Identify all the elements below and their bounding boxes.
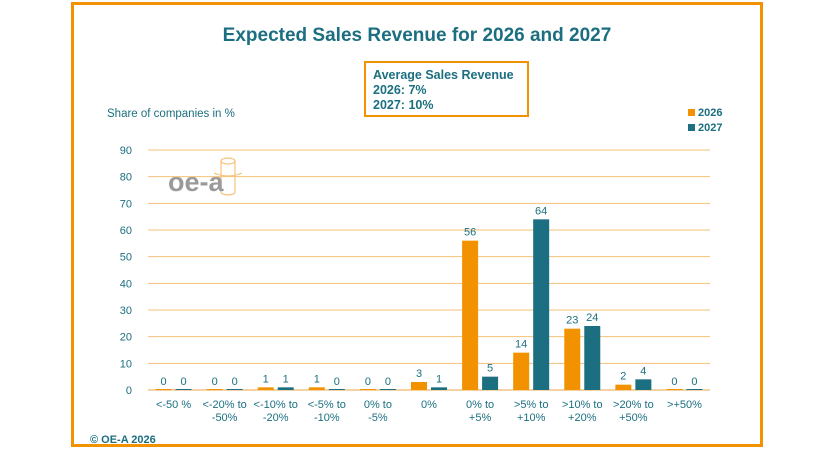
y-tick-label: 80 bbox=[120, 172, 132, 184]
legend-swatch-2026 bbox=[688, 109, 695, 116]
gridlines bbox=[148, 149, 710, 391]
bar-2027-10 bbox=[686, 389, 703, 390]
bar-2027-9 bbox=[635, 379, 652, 390]
bar-2026-0 bbox=[155, 389, 172, 390]
bar-2027-5 bbox=[431, 387, 447, 390]
legend-label-2026: 2026 bbox=[698, 106, 723, 119]
bar-2027-1 bbox=[226, 389, 243, 390]
data-label-2027-9: 4 bbox=[640, 365, 646, 377]
legend-item-2026: 2026 bbox=[688, 105, 722, 120]
x-tick-labels: <-50 % <-20% to -50% <-10% to -20% <-5% to -10… bbox=[156, 399, 702, 424]
data-label-2027-5: 1 bbox=[436, 373, 442, 385]
bar-2027-6 bbox=[482, 376, 499, 390]
legend-item-2027: 2027 bbox=[688, 120, 722, 135]
data-label-2026-6: 56 bbox=[464, 227, 476, 239]
bar-2027-2 bbox=[277, 387, 294, 390]
data-label-2026-3: 1 bbox=[314, 373, 320, 385]
x-tick-label-1: <-20% to -50% bbox=[202, 399, 246, 424]
data-label-2027-3: 0 bbox=[334, 376, 340, 388]
copyright-notice: © OE-A 2026 bbox=[90, 434, 156, 446]
data-label-2026-0: 0 bbox=[160, 376, 166, 388]
y-tick-label: 0 bbox=[126, 385, 132, 397]
x-tick-label-3: <-5% to -10% bbox=[308, 399, 346, 424]
data-label-2027-7: 64 bbox=[535, 205, 547, 217]
bar-2027-4 bbox=[379, 389, 396, 390]
bar-2026-1 bbox=[206, 389, 223, 390]
data-label-2026-4: 0 bbox=[365, 376, 371, 388]
data-label-2027-8: 24 bbox=[586, 312, 598, 324]
data-label-2027-2: 1 bbox=[283, 373, 289, 385]
legend-label-2027: 2027 bbox=[698, 121, 723, 134]
bar-2026-2 bbox=[257, 387, 274, 390]
bar-2026-3 bbox=[308, 387, 325, 390]
x-tick-label-8: >10% to +20% bbox=[562, 399, 603, 424]
y-tick-label: 30 bbox=[120, 305, 132, 317]
y-axis-label: Share of companies in % bbox=[107, 108, 235, 120]
bar-2026-8 bbox=[564, 328, 581, 390]
data-label-2026-9: 2 bbox=[620, 371, 626, 383]
x-tick-label-4: 0% to -5% bbox=[364, 399, 392, 424]
chart-frame: Expected Sales Revenue for 2026 and 2027… bbox=[71, 2, 763, 447]
data-label-2026-5: 3 bbox=[416, 368, 422, 380]
legend: 2026 2027 bbox=[688, 105, 722, 135]
y-tick-label: 70 bbox=[120, 198, 132, 210]
x-tick-label-7: >5% to +10% bbox=[514, 399, 549, 424]
data-label-2026-1: 0 bbox=[212, 376, 218, 388]
bar-2026-7 bbox=[513, 352, 530, 390]
bar-2027-0 bbox=[175, 389, 192, 390]
bar-2027-3 bbox=[328, 389, 345, 390]
bar-2026-5 bbox=[411, 382, 427, 390]
data-label-2027-1: 0 bbox=[232, 376, 238, 388]
bar-2027-7 bbox=[533, 219, 550, 390]
legend-swatch-2027 bbox=[688, 124, 695, 131]
y-tick-label: 60 bbox=[120, 225, 132, 237]
x-tick-label-10: >+50% bbox=[667, 399, 702, 411]
x-tick-label-2: <-10% to -20% bbox=[254, 399, 298, 424]
bar-2026-4 bbox=[359, 389, 376, 390]
y-tick-label: 10 bbox=[120, 358, 132, 370]
oe-a-logo: oe-a bbox=[168, 157, 243, 197]
y-tick-label: 50 bbox=[120, 252, 132, 264]
average-box-2027: 2027: 10% bbox=[373, 98, 434, 112]
x-tick-label-0: <-50 % bbox=[156, 399, 191, 411]
bar-2026-9 bbox=[615, 384, 632, 390]
bar-2026-6 bbox=[462, 240, 479, 390]
y-tick-label: 90 bbox=[120, 145, 132, 157]
y-tick-label: 20 bbox=[120, 332, 132, 344]
y-tick-label: 40 bbox=[120, 278, 132, 290]
bars bbox=[155, 219, 703, 390]
y-tick-labels: 0 10 20 30 40 50 60 70 80 90 bbox=[120, 145, 132, 397]
data-label-2026-7: 14 bbox=[515, 339, 527, 351]
chart-title: Expected Sales Revenue for 2026 and 2027 bbox=[222, 25, 612, 46]
data-label-2026-2: 1 bbox=[263, 373, 269, 385]
average-revenue-box: Average Sales Revenue 2026: 7% 2027: 10% bbox=[364, 61, 529, 117]
bar-2027-8 bbox=[584, 326, 601, 390]
average-box-heading: Average Sales Revenue bbox=[373, 68, 514, 82]
data-label-2026-8: 23 bbox=[566, 315, 578, 327]
data-label-2027-6: 5 bbox=[487, 363, 493, 375]
logo-text: oe-a bbox=[168, 167, 225, 197]
data-label-2026-10: 0 bbox=[671, 376, 677, 388]
x-tick-label-5: 0% bbox=[421, 399, 437, 411]
bar-2026-10 bbox=[666, 389, 683, 390]
x-tick-label-6: 0% to +5% bbox=[466, 399, 494, 424]
data-label-2027-4: 0 bbox=[385, 376, 391, 388]
data-label-2027-10: 0 bbox=[691, 376, 697, 388]
average-box-2026: 2026: 7% bbox=[373, 83, 427, 97]
data-label-2027-0: 0 bbox=[180, 376, 186, 388]
x-tick-label-9: >20% to +50% bbox=[613, 399, 654, 424]
